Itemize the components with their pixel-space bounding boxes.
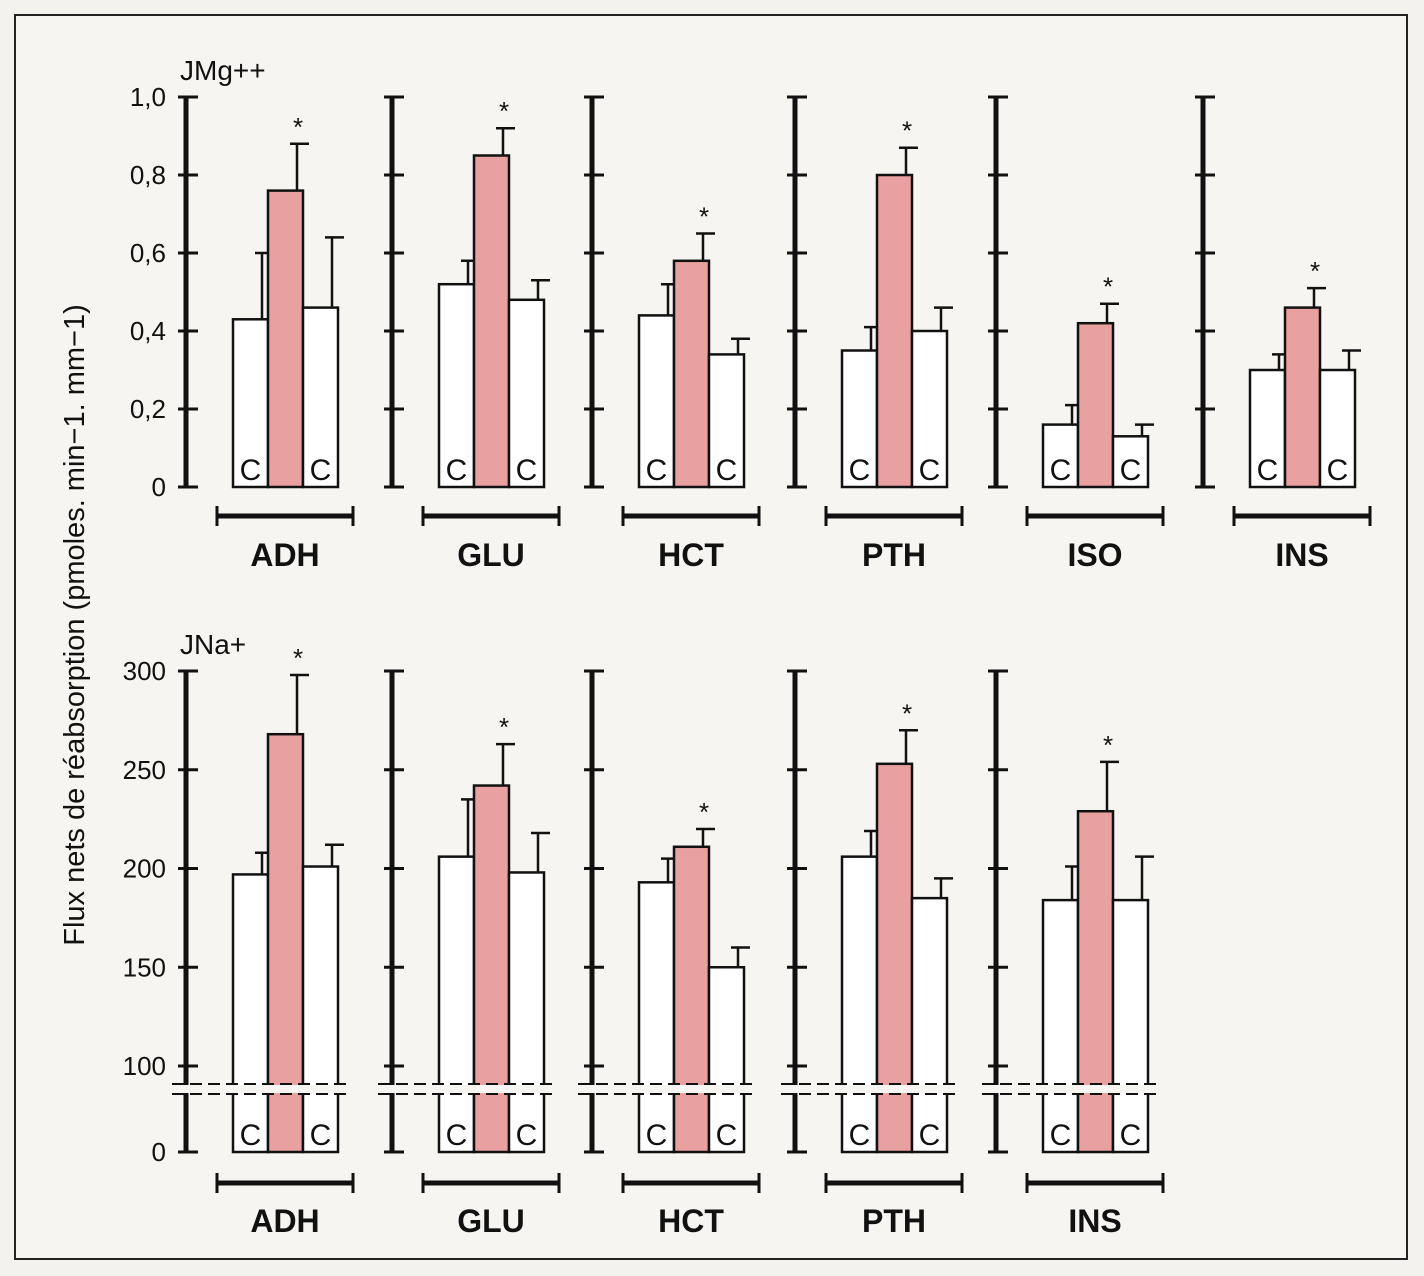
bar-label-mg-0-2: C	[310, 454, 332, 487]
bar-na-pth-control-2	[910, 896, 949, 1154]
bar-mg-pth-control-2	[910, 329, 949, 489]
bar-mg-adh-treated	[266, 189, 305, 489]
bar-label-mg-4-0: C	[1050, 454, 1072, 487]
group-label-mg-4: ISO	[1067, 537, 1122, 573]
panel-label-na: JNa+	[180, 629, 246, 660]
bar-mg-adh-control-2	[301, 306, 340, 489]
y-tick-label-mg-5: 1,0	[130, 82, 166, 112]
bar-label-mg-4-2: C	[1120, 454, 1142, 487]
bar-na-pth-control-0	[840, 855, 879, 1154]
bar-mg-ins-control-0	[1248, 368, 1287, 489]
group-label-na-1: GLU	[457, 1203, 525, 1239]
bar-label-na-0-2: C	[310, 1119, 332, 1152]
group-label-mg-3: PTH	[862, 537, 926, 573]
y-tick-label-na-2: 150	[123, 952, 166, 982]
bar-na-hct-treated	[672, 845, 711, 1154]
bar-mg-ins-control-2	[1318, 368, 1357, 489]
bar-mg-adh-control-0	[231, 318, 270, 489]
bar-mg-glu-treated	[472, 154, 511, 489]
y-tick-label-na-3: 200	[123, 854, 166, 884]
significance-star-na-4: *	[1103, 730, 1113, 760]
bar-label-na-1-2: C	[516, 1119, 538, 1152]
bar-label-mg-2-2: C	[716, 454, 738, 487]
y-tick-label-na-4: 250	[123, 755, 166, 785]
bar-label-na-2-0: C	[646, 1119, 668, 1152]
group-label-na-4: INS	[1068, 1203, 1121, 1239]
group-label-mg-2: HCT	[658, 537, 724, 573]
y-tick-label-mg-2: 0,4	[130, 316, 166, 346]
y-axis-label: Flux nets de réabsorption (pmoles. min−1…	[59, 304, 91, 946]
bar-mg-iso-treated	[1076, 321, 1115, 489]
y-tick-label-na-0: 0	[152, 1137, 166, 1167]
group-label-mg-1: GLU	[457, 537, 525, 573]
bar-label-mg-0-0: C	[240, 454, 262, 487]
group-label-na-3: PTH	[862, 1203, 926, 1239]
significance-star-mg-3: *	[902, 116, 912, 146]
significance-star-na-1: *	[499, 712, 509, 742]
bar-mg-ins-treated	[1283, 306, 1322, 489]
bar-na-ins-control-0	[1041, 898, 1080, 1154]
bar-label-na-1-0: C	[446, 1119, 468, 1152]
bar-label-na-3-2: C	[919, 1119, 941, 1152]
y-tick-label-na-5: 300	[123, 656, 166, 686]
bar-label-na-4-0: C	[1050, 1119, 1072, 1152]
significance-star-mg-1: *	[499, 96, 509, 126]
bar-label-na-4-2: C	[1120, 1119, 1142, 1152]
y-tick-label-mg-1: 0,2	[130, 394, 166, 424]
bar-mg-pth-treated	[875, 173, 914, 489]
significance-star-mg-0: *	[293, 112, 303, 142]
bar-label-mg-3-2: C	[919, 454, 941, 487]
panel-label-mg: JMg++	[180, 55, 266, 86]
y-tick-label-mg-0: 0	[152, 472, 166, 502]
group-label-na-2: HCT	[658, 1203, 724, 1239]
y-tick-label-na-1: 100	[123, 1051, 166, 1081]
significance-star-na-2: *	[699, 797, 709, 827]
bar-label-na-2-2: C	[716, 1119, 738, 1152]
bar-label-mg-3-0: C	[849, 454, 871, 487]
axis-break-gap-1	[378, 1085, 560, 1093]
group-label-mg-5: INS	[1275, 537, 1328, 573]
significance-star-na-0: *	[293, 643, 303, 673]
bar-na-ins-treated	[1076, 809, 1115, 1154]
bar-na-adh-treated	[266, 732, 305, 1154]
group-label-mg-0: ADH	[250, 537, 319, 573]
bar-mg-glu-control-2	[507, 298, 546, 489]
bar-na-adh-control-2	[301, 865, 340, 1154]
significance-star-mg-2: *	[699, 202, 709, 232]
bar-label-mg-1-0: C	[446, 454, 468, 487]
bar-na-glu-control-0	[437, 855, 476, 1154]
axis-break-gap-0	[172, 1085, 354, 1093]
significance-star-na-3: *	[902, 698, 912, 728]
bar-label-na-0-0: C	[240, 1119, 262, 1152]
axis-break-gap-2	[578, 1085, 760, 1093]
axis-break-gap-3	[781, 1085, 963, 1093]
bar-label-mg-5-2: C	[1327, 454, 1349, 487]
bar-mg-hct-control-2	[707, 353, 746, 489]
bar-label-mg-1-2: C	[516, 454, 538, 487]
significance-star-mg-5: *	[1310, 256, 1320, 286]
bar-mg-hct-treated	[672, 259, 711, 489]
bar-label-mg-5-0: C	[1257, 454, 1279, 487]
bar-na-ins-control-2	[1111, 898, 1150, 1154]
axis-break-gap-4	[982, 1085, 1164, 1093]
group-label-na-0: ADH	[250, 1203, 319, 1239]
significance-star-mg-4: *	[1103, 272, 1113, 302]
y-tick-label-mg-4: 0,8	[130, 160, 166, 190]
bar-mg-glu-control-0	[437, 282, 476, 489]
bar-mg-iso-control-2	[1111, 435, 1150, 489]
bar-label-na-3-0: C	[849, 1119, 871, 1152]
bar-na-adh-control-0	[231, 873, 270, 1154]
bar-na-hct-control-2	[707, 966, 746, 1154]
bar-label-mg-2-0: C	[646, 454, 668, 487]
bar-na-glu-control-2	[507, 871, 546, 1154]
bar-na-glu-treated	[472, 784, 511, 1154]
bar-na-hct-control-0	[637, 881, 676, 1154]
y-tick-label-mg-3: 0,6	[130, 238, 166, 268]
